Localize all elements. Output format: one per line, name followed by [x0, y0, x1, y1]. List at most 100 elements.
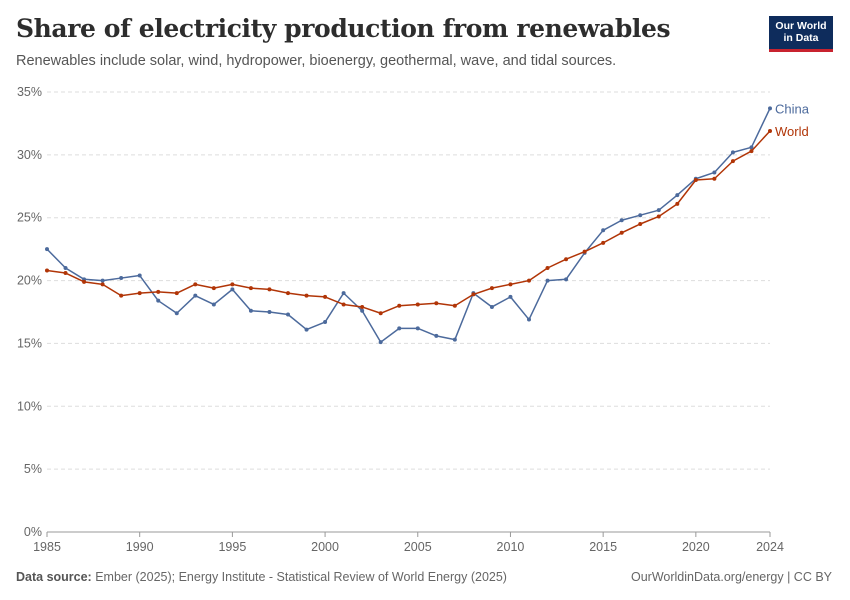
- series-line-world: [46, 130, 771, 315]
- data-point-world: [45, 268, 49, 273]
- x-tick-label: 2000: [311, 540, 339, 554]
- data-point-china: [712, 170, 717, 175]
- data-point-china: [323, 320, 328, 325]
- data-point-china: [174, 311, 179, 316]
- data-point-china: [489, 304, 494, 309]
- data-point-world: [230, 282, 235, 287]
- data-point-china: [601, 228, 606, 233]
- data-point-world: [619, 230, 624, 235]
- logo-line-2: in Data: [783, 32, 819, 44]
- axes: 0% 5% 10% 15% 20% 25% 30% 35% 1985 1990 1995 2000 20…: [17, 85, 784, 554]
- data-point-world: [286, 291, 290, 296]
- data-point-world: [452, 303, 457, 308]
- series-line-china: [46, 108, 771, 343]
- series-label-china: China: [775, 101, 810, 116]
- x-tick-label: 1995: [218, 540, 246, 554]
- data-point-world: [211, 286, 216, 291]
- gridlines: [47, 91, 770, 470]
- data-point-china: [730, 150, 735, 155]
- x-tick-label: 2024: [756, 540, 784, 554]
- data-point-china: [527, 317, 531, 322]
- data-point-china: [63, 266, 68, 270]
- data-point-china: [378, 340, 383, 345]
- data-point-china: [360, 308, 365, 313]
- owid-logo[interactable]: Our World in Data: [769, 16, 833, 52]
- data-point-world: [471, 292, 476, 297]
- data-point-world: [508, 282, 513, 287]
- data-point-world: [415, 302, 420, 307]
- data-point-world: [137, 291, 142, 296]
- data-point-world: [119, 293, 124, 298]
- data-point-china: [267, 310, 272, 314]
- data-source: Data source: Ember (2025); Energy Instit…: [16, 570, 507, 584]
- data-point-world: [527, 278, 531, 283]
- y-tick-label: 5%: [24, 462, 42, 476]
- data-point-china: [452, 337, 457, 342]
- data-point-world: [156, 289, 161, 294]
- data-point-china: [638, 213, 643, 218]
- data-point-world: [248, 286, 253, 291]
- data-point-china: [230, 287, 235, 292]
- data-point-china: [768, 106, 772, 111]
- data-point-world: [174, 291, 179, 296]
- data-point-china: [119, 276, 124, 281]
- data-source-text: Ember (2025); Energy Institute - Statist…: [95, 570, 507, 584]
- data-point-world: [693, 178, 698, 182]
- y-tick-label: 25%: [17, 211, 42, 225]
- chart-title: Share of electricity production from ren…: [16, 14, 671, 43]
- data-source-label: Data source:: [16, 570, 92, 584]
- data-point-china: [675, 193, 680, 198]
- y-tick-label: 0%: [24, 525, 42, 539]
- data-point-world: [749, 149, 754, 154]
- data-point-world: [341, 302, 346, 307]
- data-point-world: [601, 240, 606, 245]
- data-point-china: [193, 293, 198, 298]
- data-point-world: [360, 304, 365, 309]
- data-point-china: [211, 302, 216, 307]
- data-point-china: [397, 326, 402, 331]
- x-tick-label: 2010: [497, 540, 525, 554]
- data-point-world: [675, 201, 680, 206]
- data-point-china: [564, 277, 569, 282]
- x-tick-label: 2005: [404, 540, 432, 554]
- y-tick-label: 10%: [17, 399, 42, 413]
- data-point-world: [545, 266, 550, 270]
- data-point-china: [45, 247, 49, 252]
- data-point-china: [286, 312, 290, 317]
- data-point-china: [749, 145, 754, 150]
- data-point-world: [730, 159, 735, 164]
- data-point-world: [82, 279, 87, 284]
- data-point-world: [564, 257, 569, 262]
- data-point-china: [341, 291, 346, 296]
- data-point-world: [434, 301, 439, 306]
- data-point-world: [304, 293, 309, 298]
- y-tick-label: 35%: [17, 85, 42, 99]
- data-point-world: [323, 294, 328, 299]
- series-label-world: World: [775, 124, 809, 139]
- data-point-world: [397, 303, 402, 308]
- data-point-world: [63, 271, 68, 276]
- data-point-china: [137, 273, 142, 278]
- data-point-world: [768, 128, 772, 133]
- data-point-world: [489, 286, 494, 291]
- chart-subtitle: Renewables include solar, wind, hydropow…: [16, 53, 617, 69]
- credit-link[interactable]: OurWorldinData.org/energy | CC BY: [630, 570, 832, 584]
- data-point-china: [434, 333, 439, 338]
- data-point-china: [545, 278, 550, 283]
- series-group: China World: [45, 101, 810, 345]
- data-point-world: [378, 311, 383, 316]
- data-point-world: [582, 249, 587, 254]
- y-tick-label: 20%: [17, 274, 42, 288]
- data-point-world: [193, 282, 198, 287]
- data-point-china: [304, 327, 309, 332]
- x-tick-label: 2015: [589, 540, 617, 554]
- data-point-china: [415, 326, 420, 331]
- x-tick-label: 1990: [126, 540, 154, 554]
- y-tick-label: 30%: [17, 148, 42, 162]
- data-point-china: [656, 208, 661, 213]
- data-point-china: [100, 278, 105, 283]
- x-tick-label: 1985: [33, 540, 61, 554]
- x-tick-label: 2020: [682, 540, 710, 554]
- data-point-china: [156, 298, 161, 303]
